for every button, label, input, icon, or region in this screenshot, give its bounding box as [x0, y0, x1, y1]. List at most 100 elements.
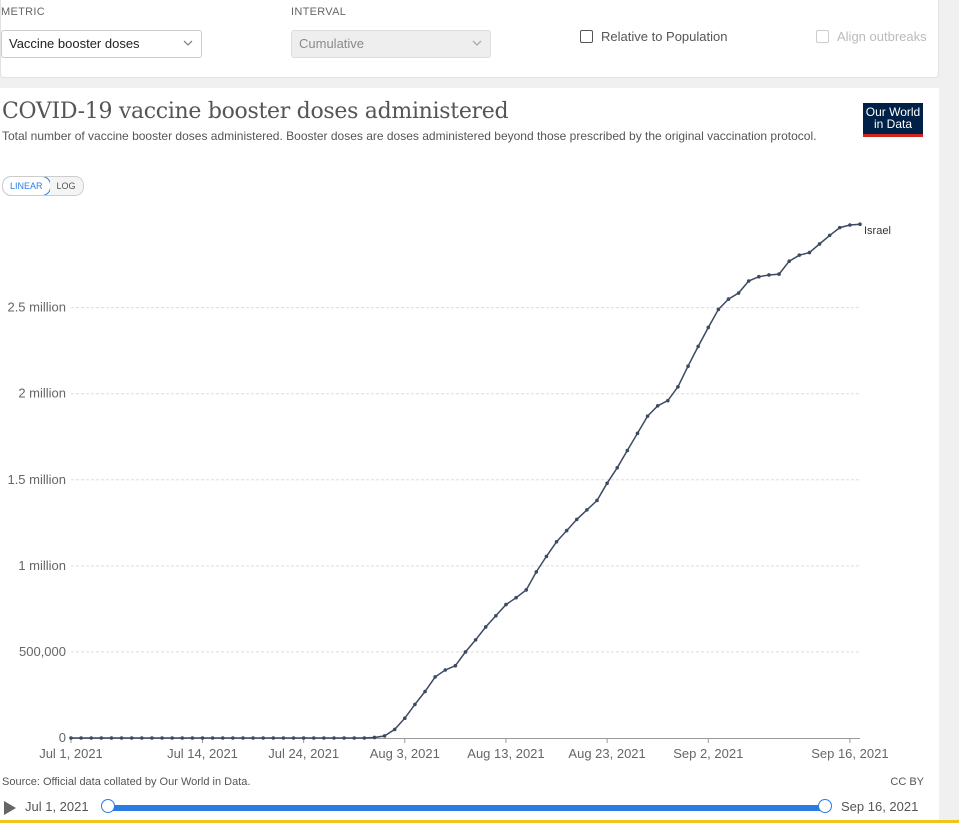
data-point	[231, 736, 235, 740]
data-point	[686, 364, 690, 368]
timeline-end-label: Sep 16, 2021	[841, 799, 919, 814]
data-point	[413, 702, 417, 707]
align-outbreaks-label: Align outbreaks	[837, 29, 927, 44]
y-tick-label: 2.5 million	[7, 300, 66, 315]
chevron-down-icon	[183, 40, 193, 46]
data-point	[170, 736, 174, 740]
timeline-start-label: Jul 1, 2021	[25, 799, 89, 814]
data-point	[362, 736, 367, 740]
data-point	[605, 481, 609, 486]
data-point	[595, 498, 599, 503]
data-point	[372, 735, 377, 740]
interval-select-value: Cumulative	[299, 36, 365, 51]
data-point	[473, 638, 478, 642]
logo-line-1: Our World	[865, 105, 921, 119]
data-point	[544, 554, 549, 559]
bottom-highlight	[0, 820, 959, 823]
data-point	[322, 736, 326, 740]
data-point	[99, 736, 104, 740]
data-point	[342, 736, 346, 740]
chevron-down-icon	[472, 40, 482, 46]
source-note[interactable]: Source: Official data collated by Our Wo…	[2, 776, 251, 788]
data-point	[757, 274, 761, 279]
x-tick-label: Aug 13, 2021	[467, 746, 544, 761]
align-outbreaks-checkbox[interactable]: Align outbreaks	[816, 29, 927, 44]
data-point	[443, 668, 448, 672]
metric-select[interactable]: Vaccine booster doses	[1, 30, 202, 58]
data-point	[311, 736, 316, 740]
interval-select[interactable]: Cumulative	[291, 30, 491, 58]
play-icon[interactable]	[4, 801, 16, 815]
data-point	[119, 736, 124, 740]
data-point	[645, 414, 650, 418]
data-point	[534, 570, 539, 574]
scale-log-button[interactable]: LOG	[49, 177, 83, 195]
data-point	[403, 716, 407, 721]
series-line-israel	[71, 223, 861, 739]
x-tick-label: Sep 2, 2021	[673, 746, 743, 761]
chart-card: COVID-19 vaccine booster doses administe…	[0, 88, 939, 823]
data-point	[281, 736, 286, 740]
data-point	[574, 517, 579, 522]
interval-label: INTERVAL	[291, 6, 347, 18]
relative-to-population-label: Relative to Population	[601, 29, 728, 44]
x-tick-label: Jul 24, 2021	[268, 746, 339, 761]
checkbox-icon	[580, 30, 593, 43]
data-point	[79, 736, 83, 740]
data-point	[706, 325, 711, 330]
data-point	[261, 736, 265, 740]
data-point	[858, 222, 862, 226]
data-point	[777, 272, 781, 276]
y-tick-label: 1 million	[18, 558, 66, 573]
data-point	[746, 279, 751, 283]
metric-label: METRIC	[1, 6, 45, 18]
metric-select-value: Vaccine booster doses	[9, 36, 140, 51]
data-point	[301, 736, 306, 740]
y-tick-label: 500,000	[19, 644, 66, 659]
data-point	[220, 736, 225, 740]
data-point	[787, 259, 791, 263]
data-point	[666, 398, 670, 403]
data-point	[140, 736, 144, 740]
data-point	[807, 250, 812, 255]
data-point	[827, 233, 832, 238]
data-point	[767, 273, 771, 277]
data-point	[251, 736, 255, 740]
data-point	[625, 448, 630, 453]
timeline: Jul 1, 2021 Sep 16, 2021	[0, 796, 939, 820]
relative-to-population-checkbox[interactable]: Relative to Population	[580, 29, 727, 44]
scale-toggle: LINEAR LOG	[2, 176, 84, 196]
series-label: Israel	[864, 225, 891, 237]
data-point	[69, 736, 73, 740]
data-point	[483, 625, 488, 629]
data-point	[655, 403, 660, 408]
chart-title: COVID-19 vaccine booster doses administe…	[2, 99, 509, 124]
data-point	[635, 431, 640, 436]
timeline-track[interactable]	[108, 805, 826, 811]
x-tick-label: Aug 3, 2021	[370, 746, 440, 761]
chart-subtitle: Total number of vaccine booster doses ad…	[2, 129, 817, 143]
data-point	[190, 736, 195, 740]
data-point	[89, 736, 94, 740]
data-point	[504, 602, 508, 607]
x-tick-label: Jul 1, 2021	[39, 746, 103, 761]
data-point	[726, 297, 731, 301]
data-point	[554, 539, 559, 544]
data-point	[797, 253, 802, 257]
data-point	[180, 736, 185, 740]
data-point	[817, 242, 822, 246]
timeline-end-handle[interactable]	[818, 799, 832, 813]
license-link[interactable]: CC BY	[890, 776, 924, 788]
data-point	[129, 736, 134, 740]
data-point	[494, 613, 498, 618]
data-point	[716, 307, 721, 312]
owid-logo[interactable]: Our World in Data	[863, 103, 923, 137]
logo-line-2: in Data	[873, 117, 913, 131]
data-point	[150, 736, 154, 740]
controls-bar: METRIC Vaccine booster doses INTERVAL Cu…	[0, 0, 939, 78]
data-point	[160, 736, 164, 740]
data-point	[453, 663, 458, 668]
timeline-start-handle[interactable]	[101, 799, 115, 813]
y-tick-label: 2 million	[18, 386, 66, 401]
data-point	[352, 736, 357, 740]
